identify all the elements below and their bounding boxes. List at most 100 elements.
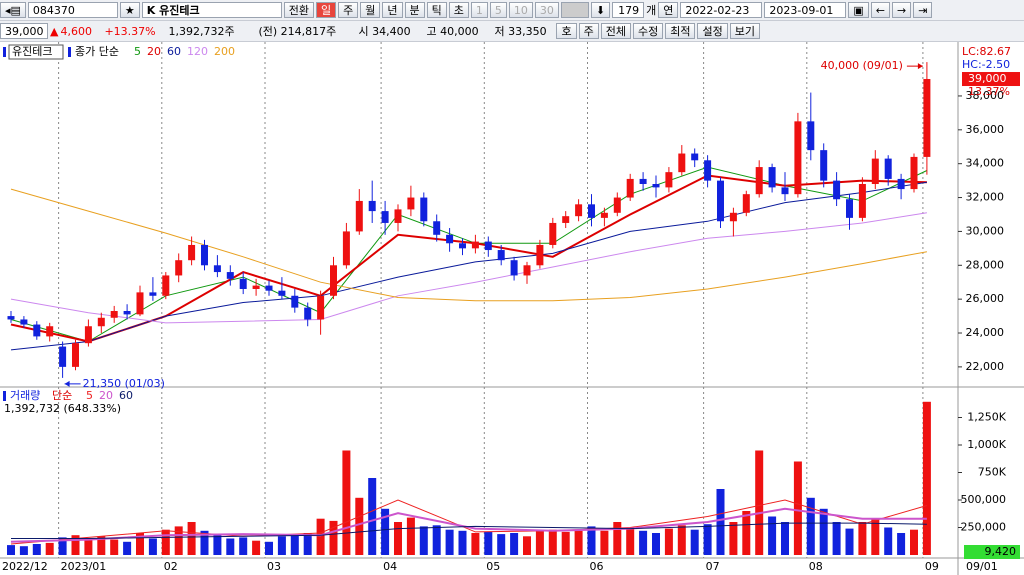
volume-bar bbox=[406, 517, 415, 555]
candle-body bbox=[768, 167, 776, 188]
candle-body bbox=[588, 204, 595, 218]
tool-btn[interactable]: 보기 bbox=[729, 23, 760, 39]
volume-bar bbox=[922, 401, 931, 555]
x-tick-label: 06 bbox=[590, 560, 604, 573]
period-btn[interactable]: 일 bbox=[316, 2, 337, 18]
open: 시 34,400 bbox=[358, 25, 411, 38]
candle-body bbox=[575, 204, 583, 217]
candle-body bbox=[794, 121, 802, 195]
volume-bar bbox=[265, 541, 273, 555]
volume-bar bbox=[897, 532, 906, 555]
chart-bg bbox=[0, 42, 1024, 575]
volume-bar bbox=[677, 525, 686, 555]
low-annotation: 21,350 (01/03) bbox=[83, 377, 165, 390]
blank-box bbox=[560, 2, 589, 18]
down-btn[interactable]: ⬇ bbox=[590, 2, 611, 18]
volume-bar bbox=[226, 538, 235, 555]
period-btn[interactable]: 초 bbox=[448, 2, 469, 18]
volume-bar bbox=[445, 529, 454, 555]
interval-btn[interactable]: 10 bbox=[508, 2, 533, 18]
candle-body bbox=[84, 326, 92, 344]
volume-bar bbox=[652, 532, 660, 555]
last-price: 39,000 bbox=[968, 72, 1007, 85]
legend-marker bbox=[3, 391, 6, 401]
y-tick-label: 1,250K bbox=[967, 410, 1006, 423]
end-date[interactable]: 2023-09-01 bbox=[764, 2, 847, 18]
legend-entry: 200 bbox=[214, 45, 235, 58]
candle-body bbox=[201, 244, 208, 266]
code-input[interactable]: 084370 bbox=[27, 2, 118, 18]
volume-bar bbox=[7, 545, 15, 555]
x-tick-label: 05 bbox=[486, 560, 500, 573]
lc-label: LC:82.67 bbox=[962, 45, 1011, 58]
high-arrowhead bbox=[917, 63, 923, 70]
volume-bar bbox=[355, 497, 364, 555]
next-btn[interactable]: → bbox=[892, 2, 912, 18]
period-btn[interactable]: 틱 bbox=[426, 2, 447, 18]
candle-body bbox=[20, 319, 28, 325]
volume-bar bbox=[213, 535, 222, 555]
prev-btn[interactable]: ← bbox=[870, 2, 891, 18]
period-btn[interactable]: 주 bbox=[338, 2, 359, 18]
count-unit: 개 bbox=[646, 4, 657, 17]
volume-bar bbox=[187, 521, 196, 555]
y-tick-label: 26,000 bbox=[966, 292, 1005, 305]
ma-line bbox=[10, 181, 927, 351]
interval-btn[interactable]: 30 bbox=[534, 2, 559, 18]
start-date[interactable]: 2022-02-23 bbox=[680, 2, 763, 18]
volume-bar bbox=[290, 535, 299, 555]
volume-bar bbox=[252, 540, 261, 555]
ma-line bbox=[10, 507, 927, 543]
volume-bar bbox=[600, 530, 609, 555]
candle-body bbox=[523, 265, 531, 276]
volume-bar bbox=[613, 521, 622, 555]
tool-btn[interactable]: 호 bbox=[556, 23, 577, 39]
volume-ma-label: 단순 bbox=[52, 389, 72, 402]
volume-bar bbox=[84, 538, 93, 555]
star-btn[interactable]: ★ bbox=[119, 2, 140, 18]
toolbar: ◂▤ 084370 ★ K 유진테크 전환 일 주 월 년 분 틱 초 1 5 … bbox=[0, 0, 1024, 21]
period-btn[interactable]: 분 bbox=[404, 2, 425, 18]
period-btn[interactable]: 월 bbox=[360, 2, 381, 18]
tool-btn[interactable]: 전체 bbox=[600, 23, 631, 39]
y-tick-label: 30,000 bbox=[966, 224, 1005, 237]
ma-line bbox=[10, 188, 927, 302]
period-btn[interactable]: 년 bbox=[382, 2, 403, 18]
convert-btn[interactable]: 전환 bbox=[283, 2, 315, 18]
y-tick-label: 38,000 bbox=[966, 89, 1005, 102]
candle-body bbox=[691, 153, 699, 161]
y-tick-label: 24,000 bbox=[966, 326, 1005, 339]
tool-btn[interactable]: 최적 bbox=[665, 23, 696, 39]
volume-bar bbox=[239, 537, 248, 555]
volume-bar bbox=[368, 477, 377, 555]
end-btn[interactable]: ⇥ bbox=[913, 2, 933, 18]
volume-bar bbox=[71, 535, 80, 555]
candle-body bbox=[897, 178, 905, 190]
count-input[interactable]: 179 bbox=[612, 2, 645, 18]
volume-bar bbox=[639, 530, 648, 555]
volume-bar bbox=[329, 520, 338, 555]
year-btn[interactable]: 연 bbox=[658, 2, 679, 18]
candle-body bbox=[213, 265, 221, 273]
tool-btn[interactable]: 수정 bbox=[632, 23, 664, 39]
tool-btn[interactable]: 주 bbox=[578, 23, 599, 39]
volume-bar bbox=[768, 516, 777, 555]
candle-body bbox=[162, 275, 170, 296]
candle-body bbox=[549, 222, 557, 245]
menu-btn[interactable]: ◂▤ bbox=[0, 2, 26, 18]
tool-btn[interactable]: 설정 bbox=[697, 23, 728, 39]
candle-body bbox=[639, 178, 647, 185]
x-end-label: 09/01 bbox=[966, 560, 998, 573]
candle-body bbox=[149, 292, 157, 296]
volume-bar bbox=[716, 488, 725, 555]
volume-last-box bbox=[964, 545, 1020, 559]
legend-label: 종가 단순 bbox=[75, 45, 119, 58]
volume-bar bbox=[664, 528, 673, 555]
volume-bar bbox=[174, 526, 183, 555]
interval-btn[interactable]: 5 bbox=[489, 2, 507, 18]
interval-btn[interactable]: 1 bbox=[470, 2, 488, 18]
candle-body bbox=[742, 194, 750, 213]
chart: 2022/12 2023/01 02 03 04 05 06 07 08 09 09/01 22,00… bbox=[0, 42, 1024, 575]
candle-body bbox=[265, 285, 273, 291]
save-btn[interactable]: ▣ bbox=[848, 2, 869, 18]
